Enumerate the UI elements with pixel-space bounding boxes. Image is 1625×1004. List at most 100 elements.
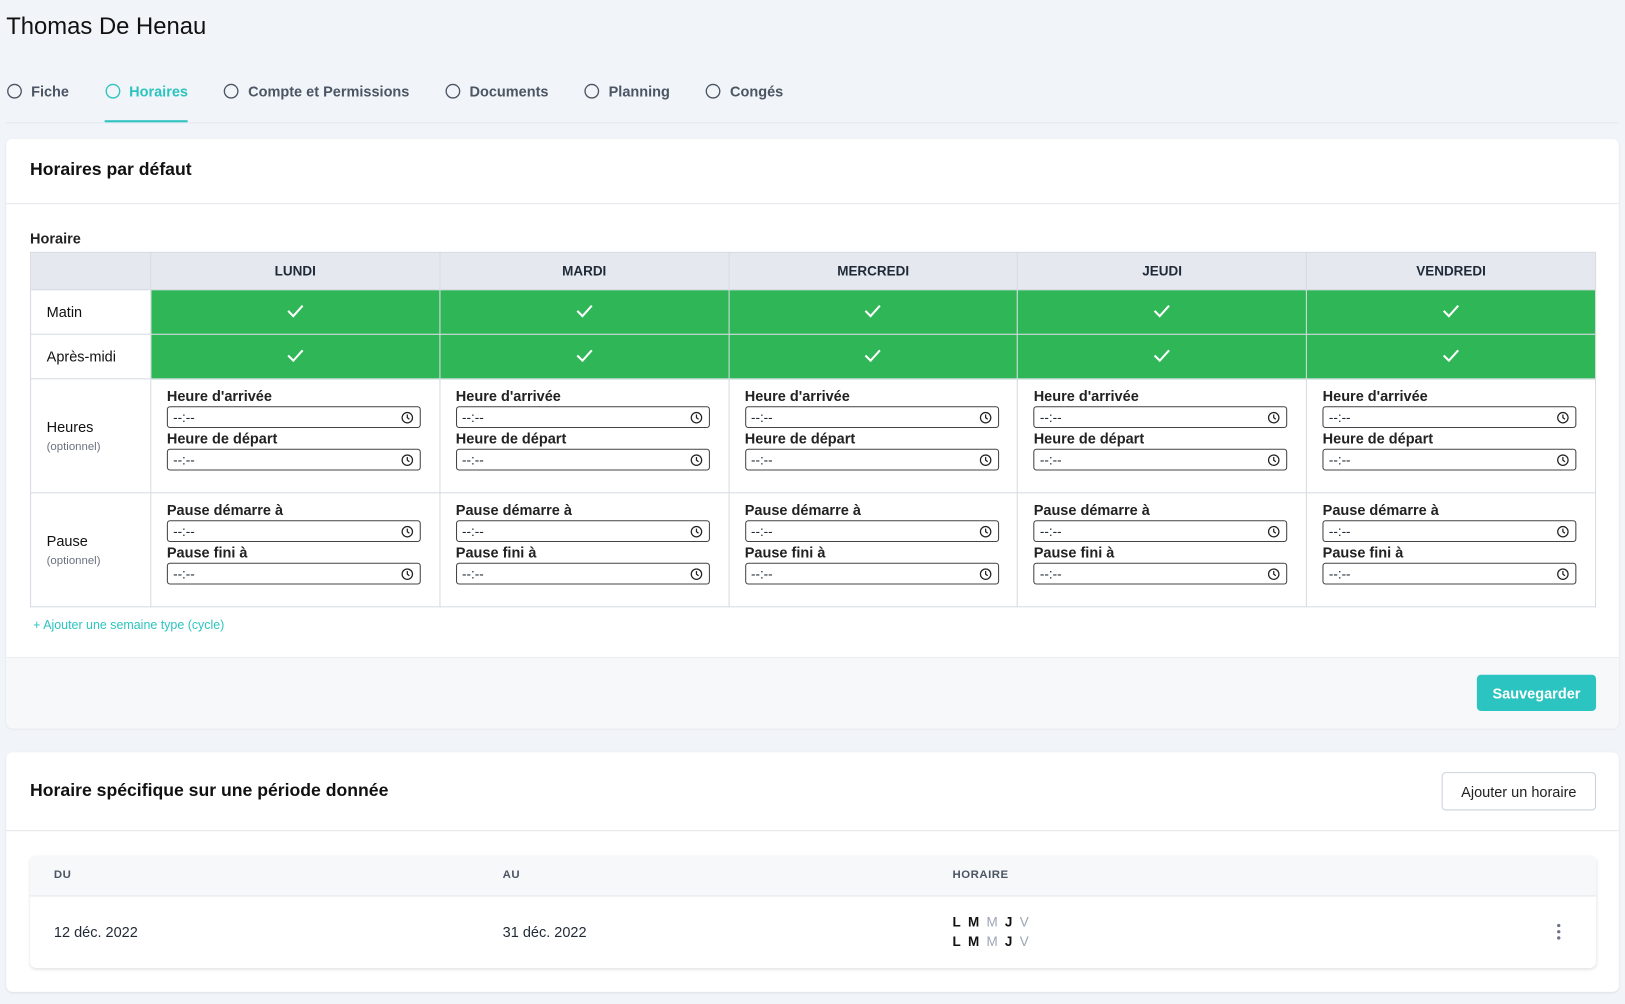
slot-cell[interactable] bbox=[1017, 333, 1308, 380]
time-input[interactable]: --:-- bbox=[1322, 406, 1577, 429]
tab-label: Documents bbox=[469, 82, 549, 100]
time-input[interactable]: --:-- bbox=[455, 520, 710, 543]
placeholder: --:-- bbox=[750, 409, 773, 425]
field-label: Heure de départ bbox=[166, 430, 278, 447]
tab[interactable]: Horaires bbox=[104, 83, 188, 123]
field-label: Heure d'arrivée bbox=[1322, 387, 1428, 405]
card-title: Horaires par défaut bbox=[30, 159, 192, 180]
field-label: Pause démarre à bbox=[1033, 501, 1150, 519]
time-input[interactable]: --:-- bbox=[455, 406, 710, 429]
time-input[interactable]: --:-- bbox=[744, 562, 999, 585]
header-row: LUNDI MARDI MERCREDI JEUDI VENDREDI bbox=[30, 251, 1597, 291]
time-input[interactable]: --:-- bbox=[744, 448, 999, 471]
field-label: Heure de départ bbox=[455, 430, 567, 447]
slot-cell[interactable] bbox=[439, 289, 730, 335]
slot-cell[interactable] bbox=[1017, 289, 1308, 335]
clock-icon bbox=[1557, 453, 1569, 466]
card-title: Horaire spécifique sur une période donné… bbox=[30, 780, 389, 801]
slot-cell[interactable] bbox=[1306, 289, 1597, 335]
check-icon bbox=[865, 349, 882, 362]
time-input[interactable]: --:-- bbox=[1033, 406, 1288, 429]
section-label: Horaire bbox=[30, 230, 81, 247]
tab-icon bbox=[706, 83, 721, 99]
time-row: Heures (optionnel) Heure d'arrivée --:-- Heu… bbox=[30, 378, 1597, 494]
time-input[interactable]: --:-- bbox=[1033, 562, 1288, 585]
time-input[interactable]: --:-- bbox=[166, 562, 421, 585]
kebab-icon bbox=[1557, 923, 1561, 940]
slot-cell[interactable] bbox=[439, 333, 730, 380]
tab-bar: Fiche Horaires Compte et Permissions Docume… bbox=[6, 82, 1619, 124]
time-cell: Heure d'arrivée --:-- Heure de départ --:-- bbox=[150, 378, 441, 494]
schedule-table: LUNDI MARDI MERCREDI JEUDI VENDREDI Matin Aprè… bbox=[30, 251, 1597, 608]
add-cycle-link[interactable]: + Ajouter une semaine type (cycle) bbox=[33, 617, 225, 633]
time-input[interactable]: --:-- bbox=[1033, 448, 1288, 471]
date-to: 31 déc. 2022 bbox=[502, 923, 587, 941]
field-label: Pause démarre à bbox=[455, 501, 572, 519]
slot-cell[interactable] bbox=[728, 333, 1019, 380]
time-input[interactable]: --:-- bbox=[1322, 448, 1577, 471]
page-title: Thomas De Henau bbox=[6, 12, 207, 40]
time-input[interactable]: --:-- bbox=[1033, 520, 1288, 543]
tab[interactable]: Planning bbox=[584, 83, 670, 122]
time-input[interactable]: --:-- bbox=[455, 562, 710, 585]
check-icon bbox=[287, 304, 304, 318]
day-header: MARDI bbox=[439, 251, 730, 291]
field-label: Heure d'arrivée bbox=[1033, 387, 1139, 405]
placeholder: --:-- bbox=[462, 451, 484, 468]
time-input[interactable]: --:-- bbox=[166, 406, 421, 429]
tab[interactable]: Documents bbox=[445, 82, 549, 122]
field-label: Heure de départ bbox=[744, 430, 856, 447]
field-label: Pause démarre à bbox=[166, 501, 284, 519]
time-input[interactable]: --:-- bbox=[166, 448, 421, 471]
placeholder: --:-- bbox=[462, 409, 484, 425]
day-letter: M bbox=[986, 933, 998, 950]
specific-card: Horaire spécifique sur une période donné… bbox=[6, 752, 1619, 992]
day-letter: M bbox=[986, 914, 998, 930]
day-header: VENDREDI bbox=[1306, 251, 1597, 291]
time-cell: Heure d'arrivée --:-- Heure de départ --:-- bbox=[1017, 378, 1308, 494]
clock-icon bbox=[979, 525, 991, 537]
field-label: Pause fini à bbox=[744, 544, 826, 561]
placeholder: --:-- bbox=[1039, 451, 1062, 468]
tab[interactable]: Congés bbox=[705, 83, 783, 122]
placeholder: --:-- bbox=[173, 409, 195, 425]
placeholder: --:-- bbox=[750, 565, 773, 582]
slot-cell[interactable] bbox=[150, 333, 441, 380]
day-header: MERCREDI bbox=[728, 251, 1019, 291]
check-icon bbox=[865, 304, 882, 318]
day-letter: V bbox=[1019, 914, 1029, 930]
placeholder: --:-- bbox=[750, 523, 773, 539]
save-button[interactable]: Sauvegarder bbox=[1476, 674, 1597, 711]
time-cell: Pause démarre à --:-- Pause fini à --:-- bbox=[728, 492, 1019, 608]
row-label: Pause (optionnel) bbox=[30, 492, 152, 608]
clock-icon bbox=[690, 453, 703, 466]
clock-icon bbox=[1557, 525, 1569, 537]
time-cell: Heure d'arrivée --:-- Heure de départ --:-- bbox=[728, 378, 1019, 494]
tab[interactable]: Fiche bbox=[6, 83, 69, 122]
tab[interactable]: Compte et Permissions bbox=[223, 83, 409, 122]
slot-cell[interactable] bbox=[728, 289, 1019, 335]
row-title: Heures bbox=[46, 418, 94, 436]
placeholder: --:-- bbox=[462, 523, 484, 539]
field-label: Heure de départ bbox=[1322, 430, 1434, 447]
clock-icon bbox=[690, 525, 703, 537]
time-input[interactable]: --:-- bbox=[166, 520, 421, 543]
day-letter: J bbox=[1004, 914, 1013, 930]
placeholder: --:-- bbox=[173, 565, 195, 582]
placeholder: --:-- bbox=[1328, 409, 1351, 425]
row-menu[interactable] bbox=[1556, 922, 1562, 946]
placeholder: --:-- bbox=[1328, 565, 1351, 582]
field-label: Heure d'arrivée bbox=[166, 387, 272, 405]
time-input[interactable]: --:-- bbox=[744, 520, 999, 543]
slot-cell[interactable] bbox=[150, 289, 441, 335]
time-input[interactable]: --:-- bbox=[455, 448, 710, 471]
column-header: DU bbox=[53, 868, 72, 881]
slot-cell[interactable] bbox=[1306, 333, 1597, 380]
time-cell: Pause démarre à --:-- Pause fini à --:-- bbox=[1017, 492, 1308, 608]
time-input[interactable]: --:-- bbox=[744, 406, 999, 429]
add-schedule-button[interactable]: Ajouter un horaire bbox=[1441, 772, 1597, 811]
time-input[interactable]: --:-- bbox=[1322, 562, 1577, 585]
time-input[interactable]: --:-- bbox=[1322, 520, 1577, 543]
divider bbox=[6, 830, 1619, 832]
